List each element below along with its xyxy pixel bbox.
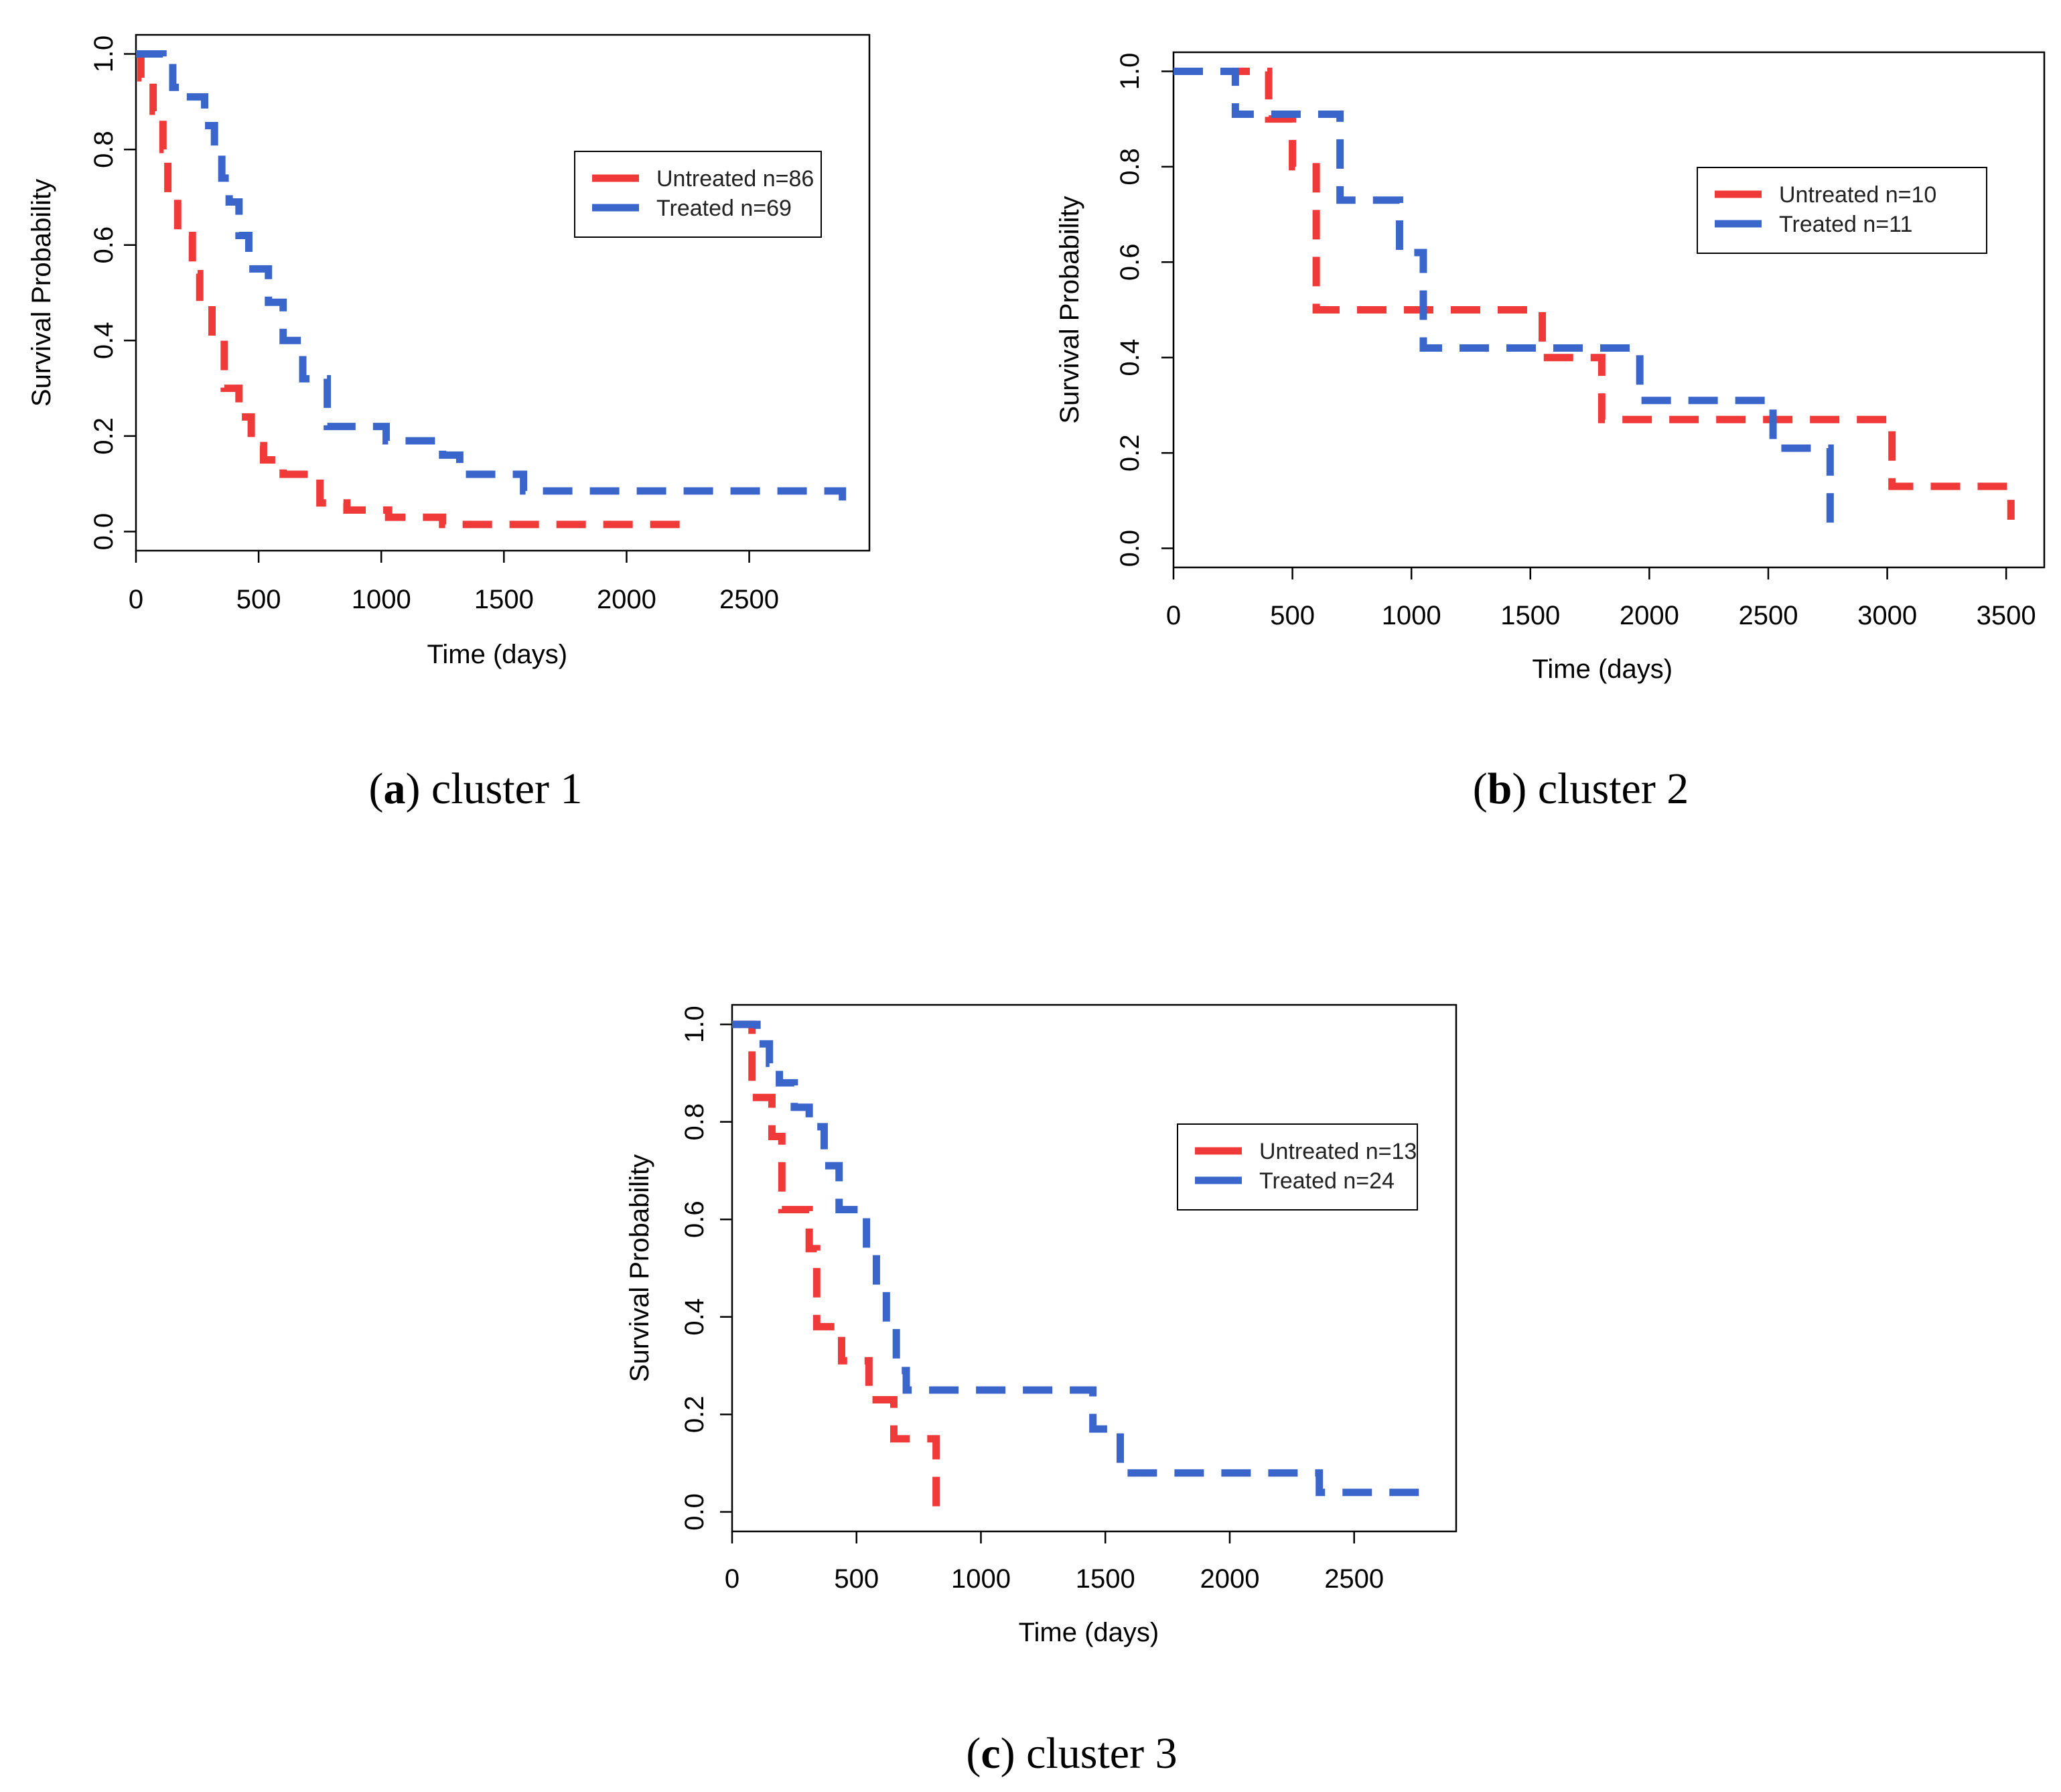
x-tick-label: 2500 (719, 585, 779, 614)
survival-curve-treated (1174, 67, 1834, 535)
survival-curve-untreated (1174, 67, 2015, 520)
y-tick-label: 0.8 (1115, 148, 1145, 186)
x-tick-label: 1000 (352, 585, 411, 614)
plot-frame (731, 1004, 1458, 1533)
y-tick-label: 0.2 (89, 417, 119, 455)
y-tick-label: 0.8 (680, 1103, 709, 1141)
chart-panel-cluster-2: 0 500 1000 1500 2000 2500 3000 3500 0.0 0.2 0.4 0.6… (0, 0, 2061, 710)
x-axis-title: Time (days) (1019, 1618, 1159, 1647)
legend-box (1697, 167, 1987, 254)
y-tick-label: 0.0 (1115, 530, 1145, 567)
caption-text: cluster 1 (420, 764, 583, 813)
caption-letter: b (1487, 764, 1512, 813)
x-tick-label: 1500 (1500, 601, 1560, 630)
x-axis-title: Time (days) (427, 640, 567, 669)
legend: Untreated n=13 Treated n=24 (1177, 1123, 1418, 1211)
x-tick-label: 500 (834, 1564, 879, 1594)
legend-box (1177, 1123, 1418, 1211)
survival-curve-untreated (136, 50, 685, 532)
caption-letter: a (383, 764, 406, 813)
y-tick-label: 1.0 (680, 1006, 709, 1043)
legend-label-treated: Treated n=24 (1259, 1168, 1395, 1194)
legend-label-treated: Treated n=11 (1779, 212, 1912, 237)
legend: Untreated n=86 Treated n=69 (574, 151, 822, 238)
caption-text: cluster 2 (1526, 764, 1689, 813)
y-tick-label: 0.6 (89, 226, 119, 264)
y-tick-label: 1.0 (1115, 53, 1145, 90)
survival-curve-untreated (732, 1020, 940, 1512)
x-tick-label: 0 (725, 1564, 739, 1594)
plot-frame (135, 33, 871, 552)
x-tick-label: 1000 (1382, 601, 1441, 630)
legend-box (574, 151, 822, 238)
y-tick-label: 0.2 (1115, 434, 1145, 472)
x-tick-label: 1500 (1076, 1564, 1135, 1594)
legend-label-untreated: Untreated n=10 (1779, 182, 1936, 208)
caption-letter: c (981, 1729, 1001, 1778)
y-axis-title: Survival Probability (625, 1154, 654, 1382)
chart-panel-cluster-1: 0 500 1000 1500 2000 2500 0.0 0.2 0.4 0.6 0.8 1.0 Ti… (0, 0, 924, 697)
x-axis-title: Time (days) (1532, 654, 1673, 684)
y-tick-label: 0.4 (89, 322, 119, 359)
x-tick-label: 3000 (1857, 601, 1917, 630)
y-tick-label: 0.8 (89, 131, 119, 168)
legend-label-untreated: Untreated n=86 (656, 166, 814, 192)
x-tick-label: 2000 (597, 585, 656, 614)
chart-panel-cluster-3: 0 500 1000 1500 2000 2500 0.0 0.2 0.4 0.6 0.8 1.0 Ti… (625, 1004, 1458, 1647)
y-tick-label: 0.6 (1115, 243, 1145, 281)
y-tick-label: 1.0 (89, 36, 119, 73)
y-tick-label: 0.0 (89, 513, 119, 551)
x-tick-label: 0 (1166, 601, 1181, 630)
caption-cluster-1: (a) cluster 1 (368, 764, 583, 813)
y-tick-label: 0.4 (680, 1298, 709, 1336)
legend: Untreated n=10 Treated n=11 (1697, 167, 1987, 254)
y-tick-label: 0.2 (680, 1396, 709, 1434)
y-tick-label: 0.4 (1115, 339, 1145, 376)
caption-text: cluster 3 (1015, 1729, 1178, 1778)
x-tick-label: 2000 (1200, 1564, 1259, 1594)
x-tick-label: 2500 (1738, 601, 1798, 630)
survival-chart-cluster-2: 0 500 1000 1500 2000 2500 3000 3500 0.0 0.2 0.4 0.6… (1055, 51, 2046, 684)
y-axis-title: Survival Probability (1055, 196, 1084, 423)
caption-cluster-3: (c) cluster 3 (966, 1729, 1178, 1778)
y-axis-title: Survival Probability (27, 179, 56, 407)
survival-curve-treated (136, 50, 847, 501)
x-tick-label: 500 (236, 585, 281, 614)
x-tick-label: 1000 (951, 1564, 1011, 1594)
plot-frame (1172, 51, 2046, 569)
x-tick-label: 1500 (474, 585, 534, 614)
y-tick-label: 0.0 (680, 1493, 709, 1531)
survival-chart-cluster-1: 0 500 1000 1500 2000 2500 0.0 0.2 0.4 0.6 0.8 1.0 Ti… (27, 33, 871, 669)
survival-curve-treated (732, 1020, 1424, 1497)
legend-label-untreated: Untreated n=13 (1259, 1139, 1417, 1164)
x-tick-label: 2000 (1620, 601, 1679, 630)
y-tick-label: 0.6 (680, 1200, 709, 1238)
caption-cluster-2: (b) cluster 2 (1472, 764, 1689, 813)
survival-chart-cluster-3: 0 500 1000 1500 2000 2500 0.0 0.2 0.4 0.6 0.8 1.0 Ti… (625, 1004, 1458, 1647)
x-tick-label: 2500 (1324, 1564, 1384, 1594)
legend-label-treated: Treated n=69 (656, 196, 792, 221)
x-tick-label: 500 (1270, 601, 1315, 630)
x-tick-label: 3500 (1977, 601, 2036, 630)
x-tick-label: 0 (129, 585, 143, 614)
